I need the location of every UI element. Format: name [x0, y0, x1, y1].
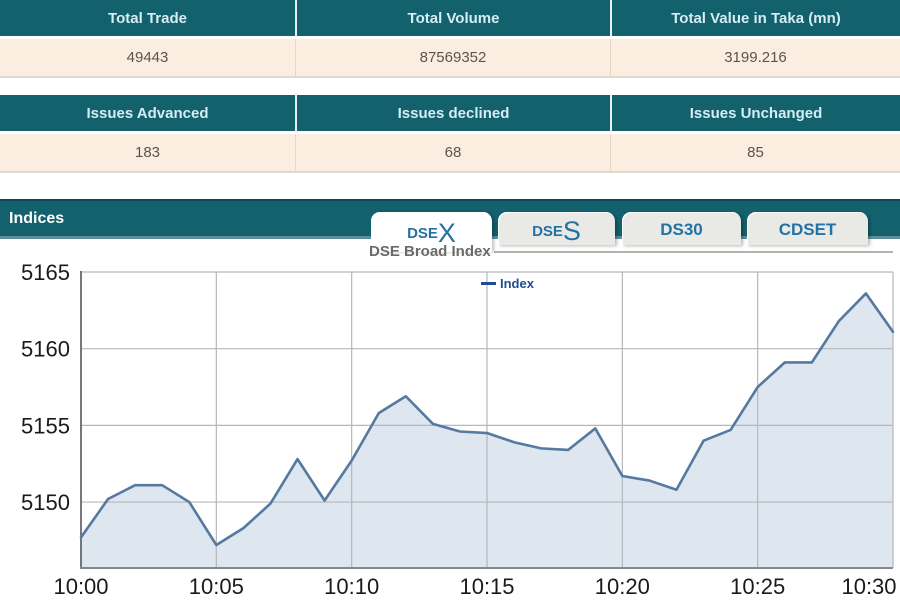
total-value-header: Total Value in Taka (mn) [610, 0, 900, 36]
tab-dses-label-suffix: S [562, 215, 581, 246]
tab-cdset[interactable]: CDSET [747, 212, 868, 245]
total-volume-value: 87569352 [295, 39, 610, 76]
issues-advanced-header: Issues Advanced [0, 95, 295, 131]
tab-ds30-label: DS30 [660, 220, 703, 239]
svg-text:5165: 5165 [21, 260, 70, 285]
total-trade-header: Total Trade [0, 0, 295, 36]
tab-dsex-label-suffix: X [437, 217, 456, 248]
summary-table-trade-value-row: 49443 87569352 3199.216 [0, 39, 900, 78]
total-trade-value: 49443 [0, 39, 295, 76]
svg-text:10:20: 10:20 [595, 574, 650, 599]
svg-text:10:30: 10:30 [841, 574, 896, 599]
indices-title: Indices [9, 209, 65, 227]
total-volume-header: Total Volume [295, 0, 610, 36]
svg-text:10:05: 10:05 [189, 574, 244, 599]
tab-dsex-label-prefix: DSE [407, 225, 438, 242]
tab-dses-label-prefix: DSE [532, 223, 563, 240]
issues-unchanged-header: Issues Unchanged [610, 95, 900, 131]
tab-dses[interactable]: DSE S [498, 212, 615, 245]
svg-text:5150: 5150 [21, 490, 70, 515]
svg-text:10:25: 10:25 [730, 574, 785, 599]
svg-text:10:00: 10:00 [53, 574, 108, 599]
summary-table-issues: Issues Advanced Issues declined Issues U… [0, 95, 900, 173]
svg-text:10:15: 10:15 [459, 574, 514, 599]
issues-unchanged-value: 85 [610, 134, 900, 171]
tab-dsex[interactable]: DSE X [371, 212, 492, 252]
tab-ds30[interactable]: DS30 [622, 212, 741, 245]
issues-declined-value: 68 [295, 134, 610, 171]
tab-cdset-label: CDSET [778, 220, 837, 239]
chart-title: DSE Broad Index [369, 243, 491, 260]
summary-table-issues-header-row: Issues Advanced Issues declined Issues U… [0, 95, 900, 134]
svg-text:10:10: 10:10 [324, 574, 379, 599]
svg-text:5155: 5155 [21, 413, 70, 438]
issues-advanced-value: 183 [0, 134, 295, 171]
total-value-value: 3199.216 [610, 39, 900, 76]
svg-text:5160: 5160 [21, 337, 70, 362]
summary-table-trade-header-row: Total Trade Total Volume Total Value in … [0, 0, 900, 39]
legend-label: Index [500, 276, 534, 291]
tab-strip-bottom-border [494, 251, 893, 253]
chart-legend: Index [481, 277, 534, 290]
summary-table-issues-value-row: 183 68 85 [0, 134, 900, 173]
summary-table-trade: Total Trade Total Volume Total Value in … [0, 0, 900, 78]
legend-line-marker [481, 282, 496, 285]
issues-declined-header: Issues declined [295, 95, 610, 131]
